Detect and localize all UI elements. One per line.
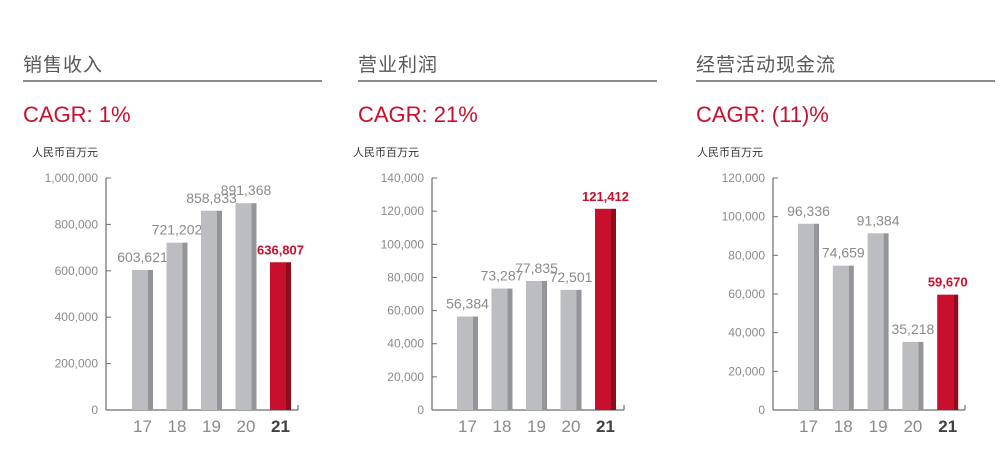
bar-value-label: 59,670 bbox=[928, 275, 968, 290]
y-tick-label: 200,000 bbox=[55, 357, 99, 371]
title-divider bbox=[358, 80, 657, 82]
bar bbox=[867, 233, 884, 410]
y-tick-label: 20,000 bbox=[728, 364, 765, 378]
y-tick-label: 0 bbox=[758, 403, 765, 417]
title-divider bbox=[23, 80, 322, 82]
y-tick-label: 120,000 bbox=[722, 171, 766, 185]
y-tick-label: 140,000 bbox=[381, 171, 425, 185]
x-category-label: 19 bbox=[527, 417, 546, 436]
unit-label: 人民币百万元 bbox=[32, 146, 98, 159]
bar bbox=[526, 281, 542, 410]
x-category-label: 17 bbox=[458, 417, 477, 436]
bar-value-label: 96,336 bbox=[787, 203, 830, 219]
cagr-label: CAGR: (11)% bbox=[696, 102, 829, 127]
y-tick-label: 120,000 bbox=[381, 204, 425, 218]
x-category-label: 18 bbox=[834, 417, 853, 436]
unit-label: 人民币百万元 bbox=[353, 146, 419, 159]
bar bbox=[132, 269, 148, 410]
bar bbox=[491, 288, 508, 410]
y-tick-label: 800,000 bbox=[55, 217, 99, 231]
bar-value-label: 35,218 bbox=[891, 321, 934, 337]
bar-value-label: 77,835 bbox=[515, 260, 558, 276]
bar bbox=[937, 294, 954, 410]
bar bbox=[457, 316, 473, 410]
x-category-label: 19 bbox=[202, 417, 221, 436]
bar bbox=[595, 208, 611, 410]
cagr-label: CAGR: 21% bbox=[358, 102, 478, 127]
y-tick-label: 60,000 bbox=[728, 287, 765, 301]
cagr-label: CAGR: 1% bbox=[23, 102, 131, 127]
bar-value-label: 603,621 bbox=[117, 249, 168, 265]
x-category-label: 20 bbox=[562, 417, 581, 436]
bar-value-label: 858,833 bbox=[186, 190, 237, 206]
panel-sales-revenue: 销售收入 CAGR: 1% 人民币百万元 bbox=[0, 0, 335, 468]
y-tick-label: 40,000 bbox=[728, 326, 765, 340]
y-tick-label: 40,000 bbox=[387, 337, 424, 351]
y-tick-label: 100,000 bbox=[722, 210, 766, 224]
title-divider bbox=[696, 80, 995, 82]
bar bbox=[798, 223, 814, 410]
y-tick-label: 600,000 bbox=[55, 264, 99, 278]
y-tick-label: 1,000,000 bbox=[45, 171, 99, 185]
y-tick-label: 20,000 bbox=[387, 370, 424, 384]
bar-chart-operating-profit: 0 20,000 40,000 60,000 80,000 100,000 120,000 1… bbox=[381, 171, 629, 436]
bar bbox=[166, 242, 183, 410]
bar-value-label: 121,412 bbox=[582, 189, 629, 204]
bar-value-label: 56,384 bbox=[446, 296, 489, 312]
bar bbox=[832, 265, 849, 410]
y-tick-label: 400,000 bbox=[55, 310, 99, 324]
bar bbox=[201, 210, 217, 410]
bar-value-label: 74,659 bbox=[822, 245, 865, 261]
x-category-label: 17 bbox=[799, 417, 818, 436]
bar bbox=[270, 262, 286, 410]
y-tick-label: 0 bbox=[417, 403, 424, 417]
x-category-label: 21 bbox=[596, 417, 615, 436]
bar-value-label: 72,501 bbox=[550, 269, 593, 285]
y-tick-label: 0 bbox=[91, 403, 98, 417]
bar bbox=[235, 203, 252, 410]
x-category-label: 20 bbox=[903, 417, 922, 436]
bar-value-label: 73,287 bbox=[481, 268, 524, 284]
x-category-label: 18 bbox=[168, 417, 187, 436]
panel-title: 营业利润 bbox=[358, 54, 439, 76]
x-category-label: 18 bbox=[493, 417, 512, 436]
unit-label: 人民币百万元 bbox=[697, 146, 763, 159]
bar-value-label: 636,807 bbox=[257, 242, 304, 257]
y-tick-label: 60,000 bbox=[387, 304, 424, 318]
y-tick-label: 80,000 bbox=[728, 248, 765, 262]
bar-value-label: 721,202 bbox=[152, 222, 203, 238]
x-category-label: 21 bbox=[938, 417, 957, 436]
bar bbox=[560, 289, 577, 410]
y-tick-label: 80,000 bbox=[387, 270, 424, 284]
bar bbox=[902, 341, 919, 410]
bar-value-label: 91,384 bbox=[857, 212, 900, 228]
panel-operating-profit: 营业利润 CAGR: 21% 人民币百万元 bbox=[353, 54, 657, 159]
x-category-label: 19 bbox=[869, 417, 888, 436]
x-category-label: 21 bbox=[271, 417, 290, 436]
x-category-label: 20 bbox=[237, 417, 256, 436]
bar-chart-sales-revenue: 0 200,000 400,000 600,000 800,000 1,000,000 60… bbox=[45, 171, 304, 436]
x-category-label: 17 bbox=[133, 417, 152, 436]
y-tick-label: 100,000 bbox=[381, 237, 425, 251]
panel-title: 经营活动现金流 bbox=[696, 54, 837, 76]
panel-title: 销售收入 bbox=[23, 54, 104, 76]
bar-chart-operating-cash-flow: 0 20,000 40,000 60,000 80,000 100,000 120,000 9… bbox=[722, 171, 968, 436]
bar-value-label: 891,368 bbox=[221, 182, 272, 198]
